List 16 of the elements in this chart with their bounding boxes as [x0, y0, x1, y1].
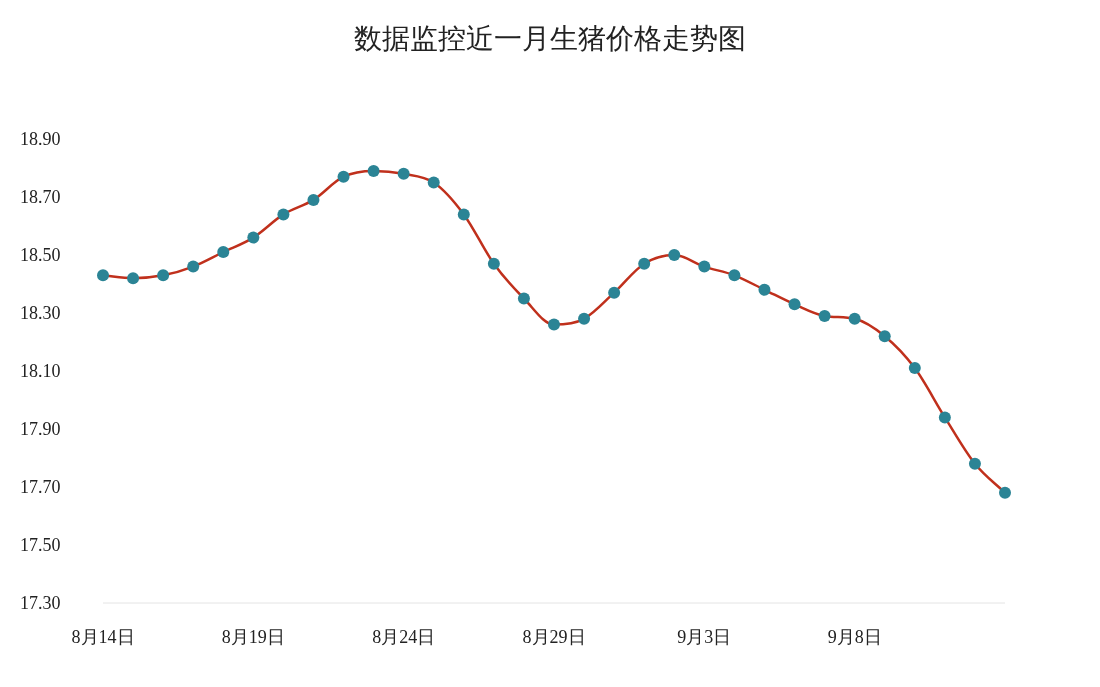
ytick: 17.90 — [20, 419, 61, 439]
ytick: 18.70 — [20, 187, 61, 207]
ytick: 17.70 — [20, 477, 61, 497]
xtick: 8月24日 — [372, 627, 436, 647]
title: 数据监控近一月生猪价格走势图 — [354, 22, 746, 55]
ytick: 18.50 — [20, 245, 61, 265]
ytick: 17.50 — [20, 535, 61, 555]
xtick: 8月29日 — [522, 627, 586, 647]
ytick: 18.30 — [20, 303, 61, 323]
xtick: 8月14日 — [71, 627, 135, 647]
xtick: 9月8日 — [827, 627, 882, 647]
ytick: 17.30 — [20, 593, 61, 613]
ytick: 18.10 — [20, 361, 61, 381]
xtick: 8月19日 — [221, 627, 285, 647]
xtick: 9月3日 — [677, 627, 732, 647]
ytick: 18.90 — [20, 129, 61, 149]
